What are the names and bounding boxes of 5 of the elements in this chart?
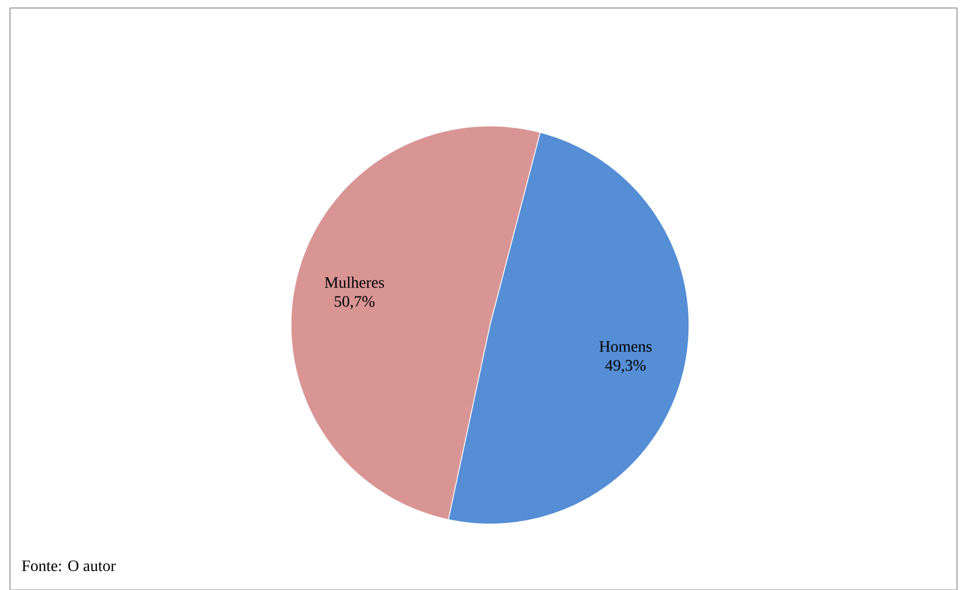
slice-label: Homens (599, 340, 652, 352)
data-label: 50,7% (334, 296, 375, 309)
source-note: Fonte: O autor (22, 560, 116, 571)
data-label: 49,3% (605, 360, 646, 373)
slice-label: Mulheres (324, 276, 384, 288)
